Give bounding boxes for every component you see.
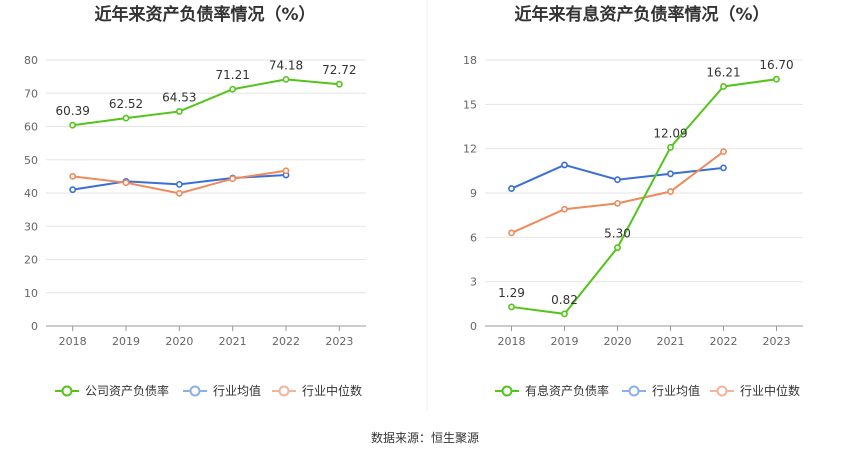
legend-marker (628, 385, 640, 397)
data-point (561, 161, 568, 169)
data-point (561, 310, 568, 318)
data-point (773, 75, 780, 83)
data-point (614, 244, 621, 252)
data-point (508, 303, 515, 311)
data-point (335, 80, 343, 88)
data-point (69, 172, 77, 180)
data-point (69, 186, 77, 194)
x-tick-label: 2019 (112, 335, 140, 348)
y-tick-label: 3 (470, 276, 477, 289)
x-tick-label: 2022 (272, 335, 300, 348)
y-tick-label: 9 (470, 187, 477, 200)
chart-title: 近年来资产负债率情况（%） (94, 4, 315, 25)
legend-marker (278, 385, 290, 397)
chart-interest-bearing-debt-ratio: 近年来有息资产负债率情况（%） 0 3 6 9 12 15 18 2018 2019 2020 202… (463, 4, 803, 398)
data-point (614, 176, 621, 184)
legend-label: 行业均值 (213, 383, 261, 398)
series-line (511, 150, 725, 234)
data-label: 74.18 (269, 58, 303, 72)
x-tick-label: 2021 (219, 335, 247, 348)
data-label: 1.29 (498, 286, 525, 300)
x-tick-label: 2018 (498, 335, 526, 348)
data-point (175, 108, 183, 115)
x-tick-label: 2020 (165, 335, 193, 348)
data-point (720, 148, 727, 156)
legend-label: 行业均值 (652, 383, 700, 398)
legend-item[interactable]: 行业中位数 (710, 383, 800, 398)
data-point (720, 164, 727, 172)
legend-marker (189, 385, 201, 397)
data-label: 71.21 (215, 68, 249, 82)
y-tick-label: 30 (24, 220, 38, 233)
x-tick-label: 2021 (657, 335, 685, 348)
series-line (511, 78, 777, 315)
data-point (614, 199, 621, 207)
data-point (282, 75, 290, 83)
data-point (229, 85, 237, 93)
legend-item[interactable]: 行业均值 (622, 383, 700, 398)
legend-label: 公司资产负债率 (85, 383, 169, 398)
data-label: 5.30 (604, 227, 631, 241)
y-tick-label: 18 (463, 54, 477, 67)
chart-title: 近年来有息资产负债率情况（%） (514, 4, 769, 25)
data-label: 16.70 (759, 58, 793, 72)
legend-item[interactable]: 行业均值 (183, 383, 261, 398)
y-tick-label: 40 (24, 187, 38, 200)
legend-label: 行业中位数 (302, 383, 362, 398)
x-tick-label: 2023 (763, 335, 791, 348)
data-point (667, 170, 674, 178)
data-point (122, 179, 130, 187)
y-tick-label: 50 (24, 154, 38, 167)
legend-marker (501, 385, 513, 397)
series-line (72, 78, 340, 127)
data-point (561, 205, 568, 213)
y-tick-label: 12 (463, 143, 477, 156)
data-label: 16.21 (706, 65, 740, 79)
data-label: 12.09 (653, 126, 687, 140)
data-point (229, 175, 237, 183)
legend-item[interactable]: 公司资产负债率 (55, 383, 169, 398)
y-tick-label: 20 (24, 254, 38, 267)
y-tick-label: 10 (24, 287, 38, 300)
legend-marker (716, 385, 728, 397)
y-tick-label: 70 (24, 87, 38, 100)
data-point (667, 143, 674, 151)
data-point (508, 229, 515, 237)
data-point (175, 189, 183, 197)
data-point (175, 180, 183, 188)
chart-debt-ratio: 近年来资产负债率情况（%） 0 10 20 30 40 50 60 70 80 2018 2019 20… (24, 4, 366, 398)
data-point (508, 185, 515, 192)
y-tick-label: 80 (24, 54, 38, 67)
data-label: 62.52 (109, 97, 143, 111)
x-tick-label: 2020 (604, 335, 632, 348)
legend-item[interactable]: 有息资产负债率 (495, 383, 609, 398)
data-point (282, 167, 290, 175)
y-tick-label: 15 (463, 98, 477, 111)
legend-item[interactable]: 行业中位数 (272, 383, 362, 398)
legend-label: 有息资产负债率 (525, 383, 609, 398)
x-tick-label: 2018 (59, 335, 87, 348)
x-tick-label: 2022 (710, 335, 738, 348)
data-point (667, 188, 674, 195)
source-note: 数据来源：恒生聚源 (371, 430, 479, 445)
legend-label: 行业中位数 (740, 383, 800, 398)
data-label: 64.53 (162, 90, 196, 104)
data-label: 72.72 (322, 63, 356, 77)
y-tick-label: 0 (31, 320, 38, 333)
legend-marker (61, 385, 73, 397)
x-tick-label: 2023 (325, 335, 353, 348)
data-label: 0.82 (551, 293, 578, 307)
data-point (122, 114, 130, 122)
data-label: 60.39 (55, 104, 89, 118)
data-point (69, 121, 77, 129)
y-tick-label: 60 (24, 121, 38, 134)
y-tick-label: 6 (470, 231, 477, 244)
y-tick-label: 0 (470, 320, 477, 333)
x-tick-label: 2019 (551, 335, 579, 348)
data-point (720, 83, 727, 90)
